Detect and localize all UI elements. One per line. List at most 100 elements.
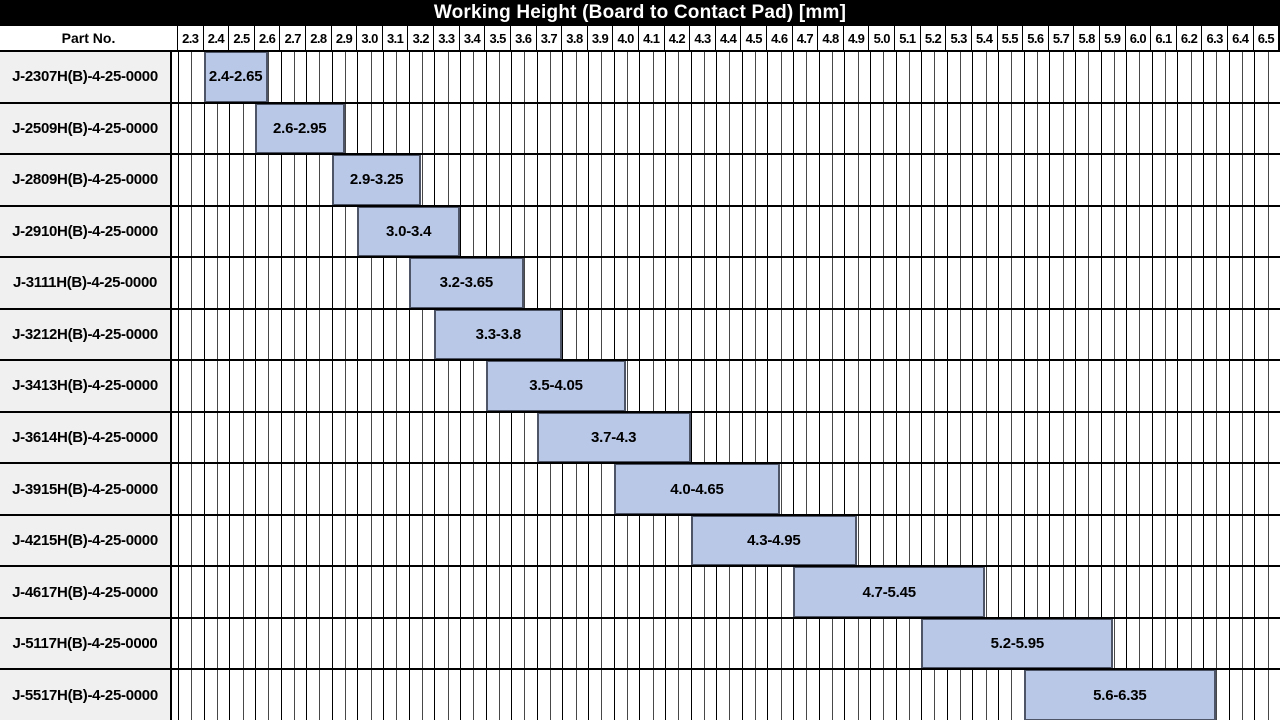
range-bar: 4.7-5.45 bbox=[793, 567, 986, 617]
grid-column bbox=[793, 670, 819, 720]
row-grid: 3.0-3.4 bbox=[178, 206, 1280, 257]
grid-column bbox=[844, 52, 870, 102]
grid-column bbox=[1254, 618, 1280, 669]
grid-column bbox=[921, 361, 947, 411]
grid-column bbox=[254, 206, 281, 257]
axis-tick-4.8: 4.8 bbox=[817, 26, 843, 50]
part-no-column-header: Part No. bbox=[0, 26, 178, 50]
grid-column bbox=[793, 52, 819, 102]
grid-column bbox=[459, 515, 486, 566]
grid-column bbox=[536, 52, 563, 102]
grid-column bbox=[357, 567, 383, 617]
grid-column bbox=[511, 670, 537, 720]
grid-column bbox=[1203, 464, 1229, 514]
grid-column bbox=[331, 618, 358, 669]
grid-column bbox=[357, 515, 383, 566]
grid-column bbox=[229, 412, 255, 463]
grid-column bbox=[1074, 361, 1101, 411]
grid-column bbox=[562, 155, 588, 205]
grid-column bbox=[203, 618, 230, 669]
part-no-cell: J-3212H(B)-4-25-0000 bbox=[0, 309, 178, 360]
grid-column bbox=[383, 412, 409, 463]
grid-column bbox=[383, 515, 409, 566]
grid-column bbox=[229, 258, 255, 308]
grid-column bbox=[1100, 206, 1127, 257]
grid-column bbox=[741, 618, 768, 669]
grid-column bbox=[946, 464, 973, 514]
grid-column bbox=[178, 567, 204, 617]
grid-column bbox=[1049, 412, 1075, 463]
grid-column bbox=[1254, 670, 1280, 720]
grid-column bbox=[639, 155, 665, 205]
grid-column bbox=[203, 155, 230, 205]
grid-column bbox=[613, 567, 640, 617]
grid-column bbox=[972, 52, 998, 102]
grid-column bbox=[1126, 206, 1152, 257]
grid-column bbox=[306, 515, 332, 566]
grid-column bbox=[844, 412, 870, 463]
grid-column bbox=[1177, 52, 1203, 102]
part-no-cell: J-3111H(B)-4-25-0000 bbox=[0, 258, 178, 308]
grid-column bbox=[818, 103, 845, 154]
axis-tick-2.3: 2.3 bbox=[182, 30, 199, 46]
grid-column bbox=[1228, 412, 1255, 463]
table-row: J-4215H(B)-4-25-0000 4.3-4.95 bbox=[0, 515, 1280, 568]
grid-column bbox=[588, 670, 614, 720]
grid-column bbox=[741, 361, 768, 411]
axis-tick-4.7: 4.7 bbox=[791, 26, 818, 50]
grid-column bbox=[716, 258, 742, 308]
grid-column bbox=[562, 52, 588, 102]
grid-column bbox=[459, 52, 486, 102]
grid-column bbox=[588, 464, 614, 514]
grid-column bbox=[408, 618, 435, 669]
grid-column bbox=[664, 206, 691, 257]
part-no-cell: J-5517H(B)-4-25-0000 bbox=[0, 670, 178, 720]
grid-column bbox=[306, 412, 332, 463]
grid-column bbox=[716, 567, 742, 617]
grid-column bbox=[1151, 52, 1178, 102]
grid-column bbox=[946, 206, 973, 257]
grid-column bbox=[895, 52, 922, 102]
axis-tick-3.8: 3.8 bbox=[561, 26, 587, 50]
grid-column bbox=[869, 309, 896, 360]
grid-column bbox=[741, 206, 768, 257]
grid-column bbox=[1074, 567, 1101, 617]
axis-tick-4.9: 4.9 bbox=[842, 26, 869, 50]
grid-column bbox=[1126, 464, 1152, 514]
grid-column bbox=[1023, 52, 1050, 102]
grid-column bbox=[383, 52, 409, 102]
grid-column bbox=[946, 515, 973, 566]
grid-column bbox=[280, 52, 307, 102]
part-no-label: J-2307H(B)-4-25-0000 bbox=[0, 52, 172, 102]
grid-column bbox=[818, 464, 845, 514]
grid-column bbox=[1100, 258, 1127, 308]
grid-column bbox=[229, 464, 255, 514]
grid-column bbox=[946, 52, 973, 102]
grid-column bbox=[664, 309, 691, 360]
grid-column bbox=[741, 412, 768, 463]
grid-column bbox=[1228, 206, 1255, 257]
grid-column bbox=[1228, 567, 1255, 617]
grid-column bbox=[793, 618, 819, 669]
grid-column bbox=[1228, 618, 1255, 669]
grid-column bbox=[921, 258, 947, 308]
grid-column bbox=[869, 103, 896, 154]
grid-column bbox=[588, 52, 614, 102]
grid-column bbox=[946, 309, 973, 360]
grid-column bbox=[895, 103, 922, 154]
grid-column bbox=[434, 515, 460, 566]
grid-column bbox=[459, 361, 486, 411]
grid-column bbox=[588, 515, 614, 566]
grid-column bbox=[639, 206, 665, 257]
grid-column bbox=[357, 464, 383, 514]
grid-column bbox=[690, 309, 717, 360]
grid-column bbox=[1100, 464, 1127, 514]
axis-tick-2.6: 2.6 bbox=[253, 26, 280, 50]
part-no-label: J-3413H(B)-4-25-0000 bbox=[0, 361, 172, 411]
grid-column bbox=[998, 464, 1024, 514]
grid-column bbox=[1151, 412, 1178, 463]
grid-column bbox=[716, 309, 742, 360]
grid-column bbox=[254, 258, 281, 308]
grid-column bbox=[178, 309, 204, 360]
grid-column bbox=[1203, 412, 1229, 463]
